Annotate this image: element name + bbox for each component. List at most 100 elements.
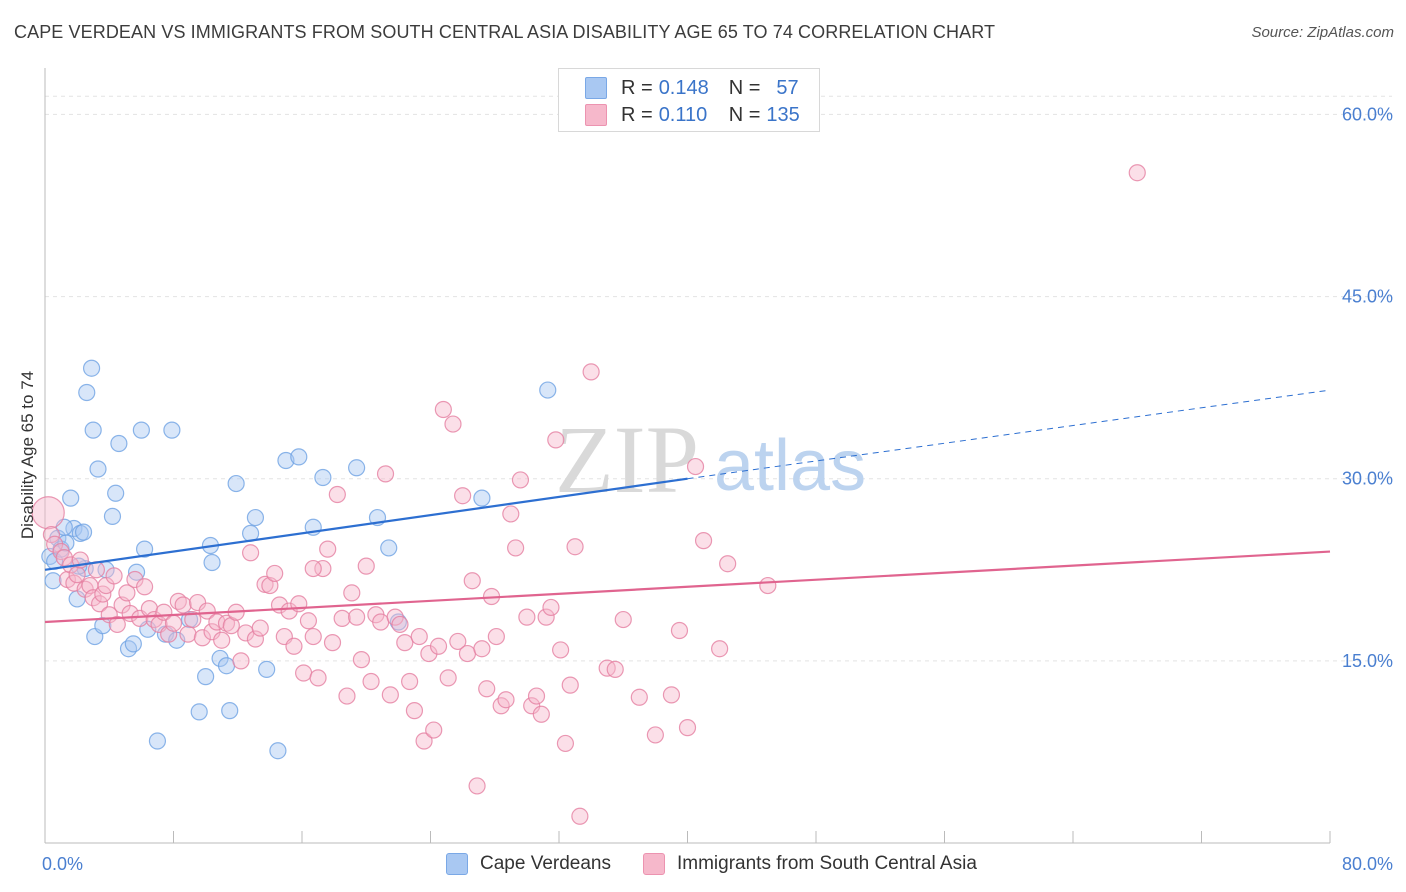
point-south-central-asia [381, 686, 399, 704]
point-cape-verdean [380, 539, 398, 557]
point-south-central-asia [410, 627, 428, 646]
trend-lines [44, 389, 1331, 624]
point-south-central-asia [304, 627, 322, 646]
point-south-central-asia [372, 613, 390, 631]
point-south-central-asia [532, 705, 550, 723]
point-south-central-asia [266, 564, 284, 583]
point-cape-verdean [82, 359, 101, 377]
point-cape-verdean [246, 508, 265, 527]
legend-swatch-blue [585, 77, 607, 99]
legend-label: Cape Verdeans [480, 853, 611, 874]
point-south-central-asia [357, 557, 375, 575]
point-south-central-asia [105, 567, 123, 585]
point-south-central-asia [309, 669, 327, 687]
point-south-central-asia [1128, 164, 1146, 182]
tick-labels: 15.0% 30.0% 45.0% 60.0% 0.0% 80.0% [42, 104, 1393, 874]
r-label: R = [621, 103, 653, 126]
chart-title: CAPE VERDEAN VS IMMIGRANTS FROM SOUTH CE… [14, 22, 996, 42]
point-cape-verdean [473, 489, 491, 507]
point-south-central-asia [415, 732, 433, 750]
point-south-central-asia [338, 687, 356, 705]
legend-swatch-pink [643, 853, 665, 875]
point-south-central-asia [759, 576, 777, 595]
x-tick-label: 80.0% [1342, 854, 1393, 874]
point-south-central-asia [439, 669, 457, 687]
point-south-central-asia [193, 629, 212, 647]
n-label: N = [728, 76, 761, 99]
point-south-central-asia [304, 559, 322, 578]
point-south-central-asia [188, 593, 207, 612]
point-cape-verdean [190, 703, 208, 721]
y-axis-label: Disability Age 65 to 74 [18, 370, 37, 540]
y-tick-label: 15.0% [1342, 651, 1393, 671]
point-south-central-asia [487, 627, 505, 646]
point-south-central-asia [429, 637, 448, 655]
point-south-central-asia [646, 726, 664, 744]
point-south-central-asia [84, 589, 102, 607]
point-south-central-asia [502, 505, 520, 523]
point-south-central-asia [285, 637, 303, 655]
point-cape-verdean [197, 668, 215, 686]
trend-line-cape-verdean-extension [687, 389, 1331, 480]
point-cape-verdean [221, 702, 239, 720]
point-south-central-asia [198, 602, 216, 620]
n-value: 135 [766, 103, 800, 126]
point-cape-verdean [44, 572, 62, 590]
trend-line-south-central-asia [44, 550, 1331, 624]
point-south-central-asia [405, 702, 424, 720]
point-south-central-asia [295, 664, 313, 682]
source-label: Source: ZipAtlas.com [1251, 24, 1394, 41]
point-south-central-asia [251, 619, 269, 637]
x-tick-label: 0.0% [42, 854, 83, 874]
point-south-central-asia [425, 721, 443, 739]
point-south-central-asia [362, 672, 380, 691]
point-south-central-asia [135, 578, 154, 596]
legend-item-south-central-asia: Immigrants from South Central Asia [643, 852, 977, 876]
point-south-central-asia [458, 644, 477, 663]
point-south-central-asia [376, 465, 395, 483]
watermark-atlas: atlas [714, 426, 866, 506]
point-south-central-asia [246, 630, 265, 648]
point-cape-verdean [103, 507, 122, 525]
point-south-central-asia [299, 612, 318, 630]
point-south-central-asia [242, 544, 260, 562]
point-cape-verdean [124, 635, 142, 653]
point-south-central-asia [497, 691, 515, 709]
watermark-zip: ZIP [555, 406, 699, 513]
r-value: 0.110 [658, 103, 708, 126]
point-south-central-asia [42, 525, 61, 544]
point-south-central-asia [566, 538, 584, 556]
legend-row-cape-verdeans: R = 0.148 N = 57 [585, 76, 799, 100]
point-south-central-asia [319, 540, 337, 558]
point-south-central-asia [711, 640, 729, 658]
point-south-central-asia [179, 625, 197, 643]
point-cape-verdean [290, 448, 308, 466]
point-south-central-asia [527, 687, 546, 705]
point-south-central-asia [537, 608, 555, 626]
correlation-legend: R = 0.148 N = 57 R = 0.110 N = 135 [558, 68, 820, 132]
point-south-central-asia [434, 400, 452, 419]
point-cape-verdean [148, 732, 167, 750]
point-south-central-asia [118, 584, 136, 602]
point-south-central-asia [719, 555, 737, 573]
point-cape-verdean [163, 421, 181, 439]
point-south-central-asia [391, 615, 409, 634]
point-south-central-asia [547, 431, 565, 449]
y-tick-label: 45.0% [1342, 287, 1393, 307]
point-cape-verdean [135, 540, 154, 558]
point-south-central-asia [561, 676, 579, 694]
point-south-central-asia [352, 651, 371, 669]
point-south-central-asia [222, 617, 240, 635]
point-south-central-asia [203, 623, 221, 641]
point-south-central-asia [217, 614, 236, 632]
point-cape-verdean [84, 421, 102, 439]
point-south-central-asia [232, 652, 250, 670]
point-south-central-asia [333, 609, 351, 627]
point-south-central-asia [343, 584, 361, 602]
r-value: 0.148 [658, 76, 709, 99]
point-south-central-asia [323, 634, 342, 652]
legend-label: Immigrants from South Central Asia [677, 853, 977, 874]
point-south-central-asia [174, 596, 192, 614]
point-south-central-asia [606, 660, 624, 678]
point-cape-verdean [89, 460, 107, 478]
